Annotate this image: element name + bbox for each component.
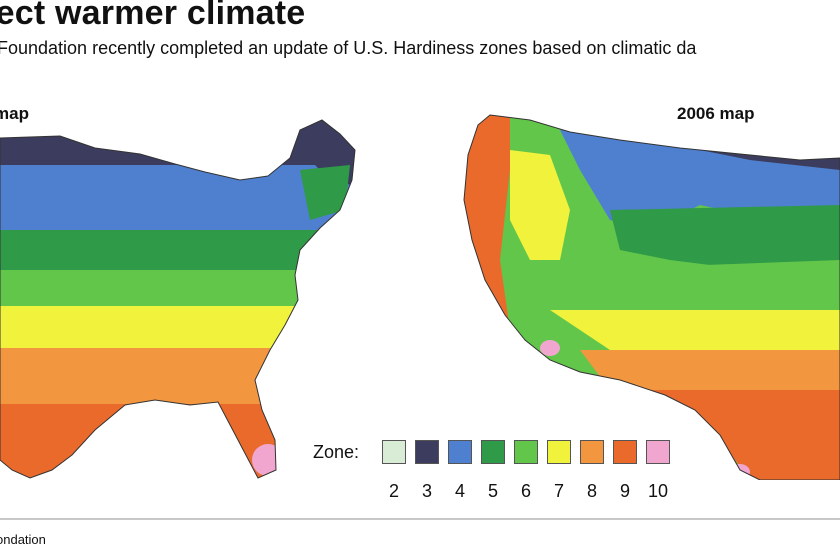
- legend-swatch-zone-7: [547, 440, 571, 464]
- legend-label-zone-4: 4: [454, 481, 465, 501]
- legend-label-zone-10: 10: [647, 481, 669, 501]
- legend-swatch-zone-9: [613, 440, 637, 464]
- subheadline: Foundation recently completed an update …: [0, 38, 697, 58]
- legend-swatch-zone-10: [646, 440, 670, 464]
- legend-label-zone-7: 7: [553, 481, 564, 501]
- map-1990-label: map: [0, 104, 29, 123]
- hardiness-map-2006: [463, 114, 840, 480]
- legend-swatch-zone-6: [514, 440, 538, 464]
- legend-label-zone-6: 6: [520, 481, 531, 501]
- legend-swatch-zone-4: [448, 440, 472, 464]
- legend-label-zone-2: 2: [388, 481, 399, 501]
- legend-swatch-zone-8: [580, 440, 604, 464]
- legend-label-zone-8: 8: [586, 481, 597, 501]
- legend-swatch-zone-3: [415, 440, 439, 464]
- source-credit: ondation: [0, 532, 46, 547]
- legend-label-zone-5: 5: [487, 481, 498, 501]
- legend-swatch-zone-5: [481, 440, 505, 464]
- legend-title: Zone:: [313, 442, 360, 462]
- legend-swatch-zone-2: [382, 440, 406, 464]
- legend-label-zone-3: 3: [421, 481, 432, 501]
- footer-divider: [0, 518, 840, 520]
- hardiness-map-old: [0, 119, 356, 479]
- map-2006-label: 2006 map: [677, 104, 755, 123]
- headline: lect warmer climate: [0, 0, 306, 32]
- legend-label-zone-9: 9: [619, 481, 630, 501]
